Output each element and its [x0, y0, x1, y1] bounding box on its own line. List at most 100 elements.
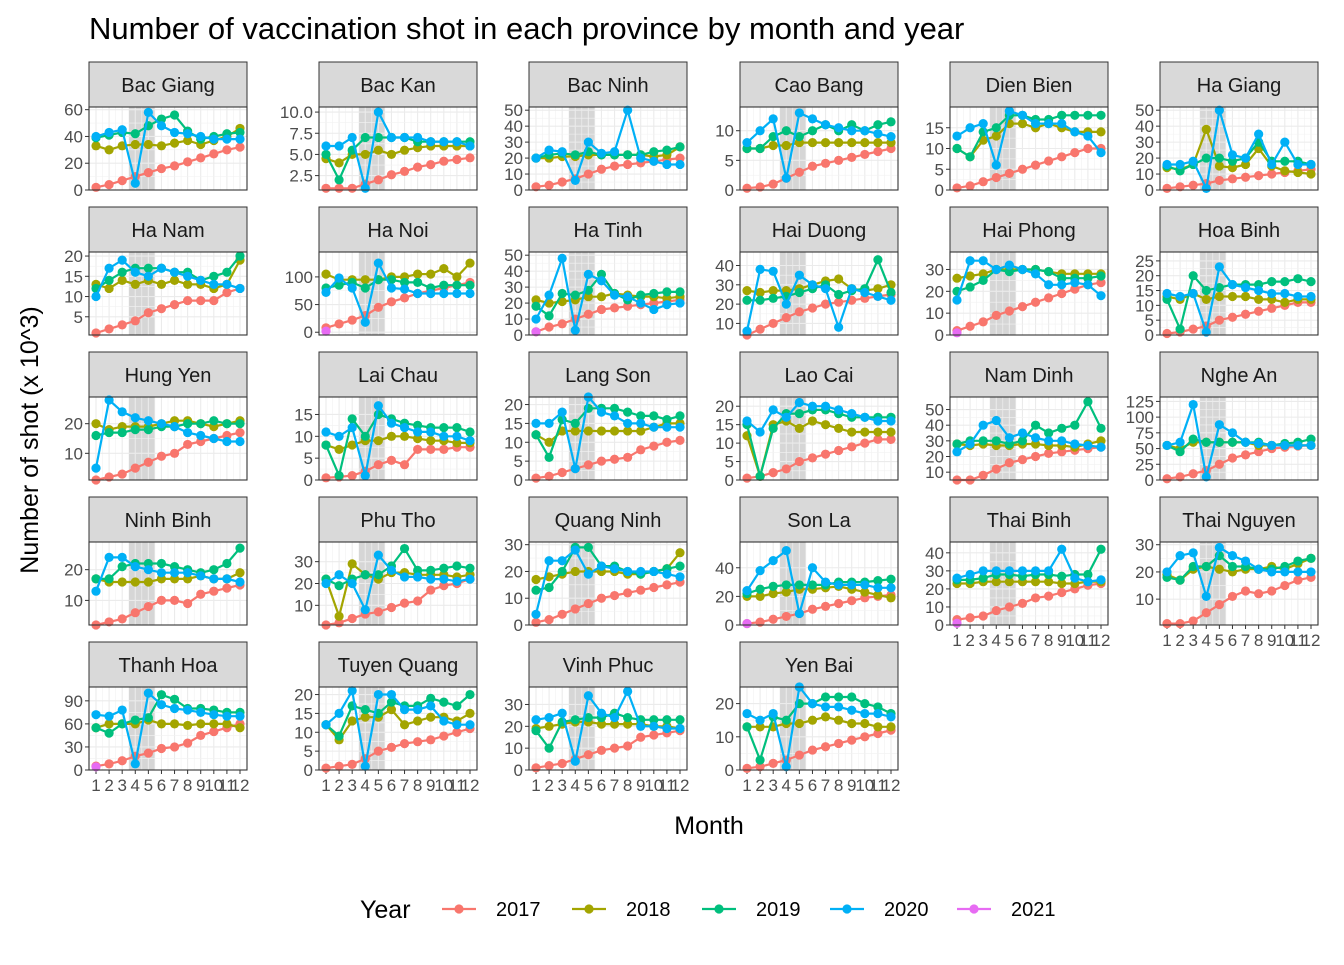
data-point-2017 — [557, 758, 567, 769]
panel-title: Ninh Binh — [125, 510, 212, 532]
data-point-2018 — [1044, 577, 1054, 587]
data-point-2019 — [1201, 153, 1211, 163]
y-tick-label: 10 — [64, 444, 83, 463]
data-point-2019 — [675, 715, 685, 725]
x-tick-label: 8 — [623, 776, 632, 795]
data-point-2018 — [755, 591, 765, 601]
data-point-2017 — [1188, 469, 1198, 479]
panel-title: Ha Giang — [1197, 75, 1282, 97]
data-point-2019 — [439, 697, 449, 707]
data-point-2017 — [143, 601, 153, 612]
x-tick-label: 12 — [1092, 631, 1111, 650]
data-point-2019 — [104, 574, 114, 584]
y-tick-label: 100 — [285, 268, 313, 287]
data-point-2019 — [768, 423, 778, 433]
data-point-2020 — [609, 411, 620, 421]
data-point-2020 — [807, 563, 818, 573]
data-point-2017 — [623, 159, 633, 170]
data-point-2018 — [235, 568, 245, 578]
data-point-2018 — [104, 719, 114, 729]
data-point-2019 — [755, 295, 765, 305]
data-point-2019 — [426, 693, 436, 703]
data-point-2018 — [347, 440, 357, 450]
data-point-2020 — [347, 283, 357, 293]
data-point-2019 — [347, 414, 357, 424]
x-tick-label: 3 — [557, 776, 566, 795]
x-tick-label: 8 — [183, 776, 192, 795]
data-point-2017 — [143, 457, 153, 467]
x-tick-label: 3 — [347, 776, 356, 795]
data-point-2017 — [104, 180, 114, 190]
data-point-2017 — [130, 316, 140, 326]
data-point-2019 — [1083, 397, 1093, 407]
data-point-2017 — [557, 467, 567, 478]
chart-title: Number of vaccination shot in each provi… — [89, 11, 964, 46]
data-point-2017 — [1175, 472, 1185, 482]
x-tick-label: 5 — [584, 776, 593, 795]
data-point-2017 — [1280, 580, 1290, 591]
data-point-2017 — [209, 295, 219, 306]
data-point-2019 — [1044, 428, 1054, 438]
data-point-2019 — [781, 126, 791, 136]
data-point-2020 — [1004, 433, 1014, 443]
x-tick-label: 6 — [808, 776, 817, 795]
data-point-2020 — [1293, 440, 1303, 451]
series-2020 — [1162, 399, 1316, 482]
data-point-2019 — [117, 427, 127, 438]
x-tick-label: 5 — [1215, 631, 1224, 650]
data-point-2017 — [1227, 312, 1238, 322]
data-point-2020 — [847, 409, 857, 419]
data-point-2019 — [1057, 273, 1067, 283]
data-point-2017 — [1227, 453, 1238, 463]
y-tick-label: 10 — [925, 598, 944, 617]
y-tick-label: 15 — [294, 405, 313, 424]
panel-title: Bac Giang — [121, 75, 214, 97]
data-point-2017 — [557, 609, 567, 619]
data-point-2020 — [183, 271, 193, 281]
data-point-2019 — [675, 561, 685, 571]
data-point-2018 — [834, 715, 844, 725]
data-point-2020 — [742, 708, 752, 719]
data-point-2019 — [965, 282, 975, 292]
data-point-2020 — [636, 153, 646, 163]
panel-dien-bien: Dien Bien 0 510 15 — [925, 61, 1109, 200]
data-point-2018 — [1214, 161, 1224, 171]
data-point-2020 — [1280, 137, 1290, 147]
panel-title: Son La — [787, 510, 851, 532]
data-point-2019 — [609, 403, 620, 413]
x-tick-label: 9 — [636, 776, 645, 795]
data-point-2018 — [820, 137, 831, 148]
data-point-2020 — [768, 114, 778, 124]
series-2020 — [321, 550, 475, 615]
data-point-2019 — [104, 728, 114, 738]
data-point-2017 — [623, 452, 633, 462]
data-point-2018 — [1201, 124, 1211, 134]
data-point-2018 — [1057, 578, 1067, 589]
data-point-2018 — [169, 275, 180, 285]
panel-strip — [318, 351, 478, 398]
data-point-2020 — [1096, 442, 1106, 452]
data-point-2020 — [222, 436, 232, 447]
data-point-2020 — [952, 295, 962, 305]
data-point-2017 — [557, 319, 567, 329]
data-point-2020 — [1096, 575, 1106, 585]
data-point-2020 — [531, 609, 541, 619]
data-point-2017 — [623, 588, 633, 598]
data-point-2020 — [1083, 131, 1093, 141]
y-tick-label: 75 — [1135, 424, 1154, 443]
data-point-2020 — [1201, 327, 1211, 337]
x-tick-label: 11 — [658, 776, 676, 795]
y-tick-label: 5 — [304, 449, 313, 468]
y-tick-label: 40 — [504, 262, 523, 281]
data-point-2019 — [820, 692, 831, 702]
data-point-2020 — [334, 708, 344, 719]
data-point-2017 — [452, 154, 462, 165]
data-point-2017 — [373, 607, 383, 617]
data-point-2017 — [1293, 575, 1303, 585]
data-point-2020 — [1044, 566, 1054, 576]
data-point-2020 — [544, 145, 554, 155]
data-point-2019 — [781, 580, 791, 590]
panel-border — [318, 686, 478, 771]
panel-strip — [88, 641, 248, 688]
